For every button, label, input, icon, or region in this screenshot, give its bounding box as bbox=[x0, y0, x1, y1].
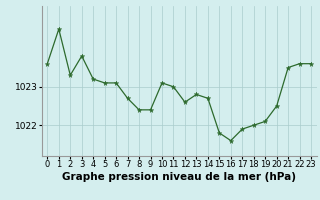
X-axis label: Graphe pression niveau de la mer (hPa): Graphe pression niveau de la mer (hPa) bbox=[62, 172, 296, 182]
